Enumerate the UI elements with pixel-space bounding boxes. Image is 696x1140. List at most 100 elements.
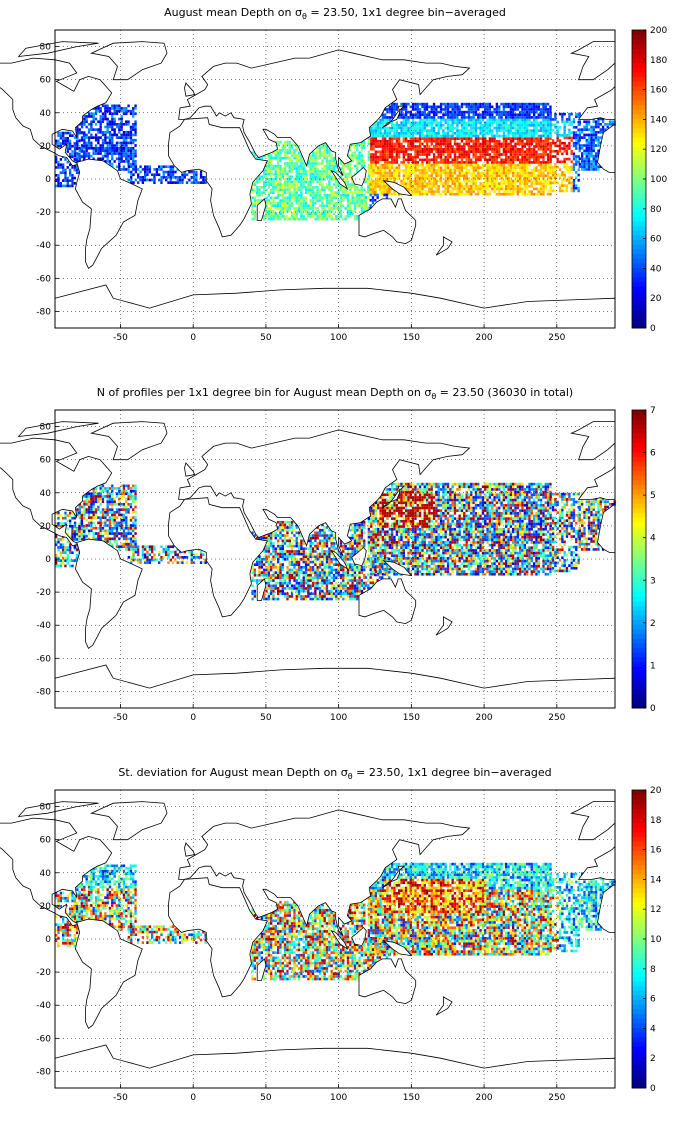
data-cell bbox=[321, 170, 324, 173]
data-cell bbox=[398, 525, 401, 528]
data-cell bbox=[263, 217, 266, 221]
data-cell bbox=[512, 174, 515, 178]
data-cell bbox=[546, 116, 550, 119]
data-cell bbox=[565, 157, 569, 161]
data-cell bbox=[528, 124, 531, 127]
data-cell bbox=[479, 190, 482, 193]
data-cell bbox=[398, 153, 401, 156]
data-cell bbox=[549, 118, 552, 121]
data-cell bbox=[554, 123, 557, 127]
data-cell bbox=[309, 164, 312, 168]
data-cells bbox=[55, 482, 616, 601]
data-cell bbox=[416, 150, 419, 154]
data-cell bbox=[502, 182, 506, 185]
data-cell bbox=[470, 132, 473, 135]
data-cell bbox=[558, 186, 562, 190]
data-cell bbox=[418, 187, 422, 191]
data-cell bbox=[332, 167, 336, 171]
data-cell bbox=[367, 541, 371, 544]
data-cell bbox=[453, 161, 457, 164]
data-cell bbox=[132, 109, 135, 113]
data-cell bbox=[386, 134, 389, 138]
data-cell bbox=[148, 178, 152, 182]
data-cell bbox=[342, 191, 345, 194]
data-cell bbox=[587, 157, 591, 161]
data-cell bbox=[432, 126, 436, 130]
data-cell bbox=[90, 125, 93, 129]
data-cell bbox=[481, 137, 485, 140]
data-cell bbox=[493, 116, 496, 119]
data-cell bbox=[432, 116, 436, 119]
data-cell bbox=[391, 102, 394, 106]
data-cell bbox=[374, 533, 378, 536]
data-cell bbox=[544, 174, 547, 178]
data-cell bbox=[377, 134, 380, 138]
data-cell bbox=[597, 138, 600, 142]
data-cell bbox=[108, 131, 112, 134]
data-cell bbox=[556, 173, 559, 177]
data-cell bbox=[491, 177, 494, 180]
title-sigma: σ bbox=[295, 6, 302, 19]
data-cell bbox=[405, 118, 408, 122]
data-cell bbox=[491, 158, 494, 162]
data-cell bbox=[430, 108, 433, 111]
data-cell bbox=[127, 149, 130, 153]
data-cell bbox=[391, 158, 394, 162]
data-cell bbox=[279, 199, 282, 202]
data-cell bbox=[286, 156, 289, 160]
data-cell bbox=[537, 105, 540, 109]
data-cell bbox=[346, 199, 350, 202]
data-cell bbox=[472, 113, 475, 117]
data-cell bbox=[391, 108, 394, 111]
data-cell bbox=[402, 182, 405, 185]
data-cell bbox=[556, 134, 559, 137]
data-cell bbox=[127, 162, 130, 166]
data-cell bbox=[554, 181, 557, 185]
data-cell bbox=[561, 160, 564, 164]
data-cell bbox=[73, 168, 76, 172]
data-cell bbox=[507, 163, 510, 167]
data-cell bbox=[505, 147, 508, 151]
data-cell bbox=[505, 179, 508, 183]
data-cell bbox=[533, 158, 536, 162]
data-cell bbox=[590, 141, 593, 145]
data-cell bbox=[374, 193, 377, 197]
data-cell bbox=[407, 519, 410, 523]
data-cell bbox=[332, 162, 336, 165]
data-cell bbox=[428, 163, 431, 167]
data-cell bbox=[491, 139, 494, 143]
data-cell bbox=[581, 165, 584, 169]
data-cell bbox=[458, 137, 461, 140]
data-cell bbox=[378, 180, 382, 183]
data-cell bbox=[384, 132, 387, 135]
data-cell bbox=[405, 541, 408, 544]
data-cell bbox=[372, 546, 375, 550]
data-cell bbox=[272, 215, 275, 218]
data-cell bbox=[467, 163, 471, 167]
data-cell bbox=[407, 501, 410, 505]
data-cell bbox=[435, 142, 438, 146]
data-cell bbox=[500, 102, 503, 106]
data-cell bbox=[405, 498, 408, 502]
data-cell bbox=[533, 105, 536, 109]
data-cell bbox=[328, 154, 331, 157]
data-cell bbox=[495, 161, 499, 164]
data-cell bbox=[106, 123, 109, 126]
data-cell bbox=[544, 142, 547, 146]
data-cell bbox=[488, 182, 492, 185]
data-cell bbox=[71, 166, 74, 169]
data-cell bbox=[377, 543, 380, 547]
data-cell bbox=[111, 152, 114, 155]
data-cell bbox=[491, 110, 494, 114]
data-cell bbox=[521, 118, 524, 122]
data-cell bbox=[446, 124, 450, 127]
data-cell bbox=[304, 172, 308, 176]
data-cell bbox=[384, 533, 387, 536]
data-cell bbox=[297, 196, 301, 200]
data-cell bbox=[583, 157, 586, 161]
data-cell bbox=[405, 108, 408, 111]
data-cell bbox=[493, 150, 496, 154]
data-cell bbox=[370, 543, 373, 547]
data-cell bbox=[377, 124, 380, 127]
data-cell bbox=[120, 168, 123, 171]
